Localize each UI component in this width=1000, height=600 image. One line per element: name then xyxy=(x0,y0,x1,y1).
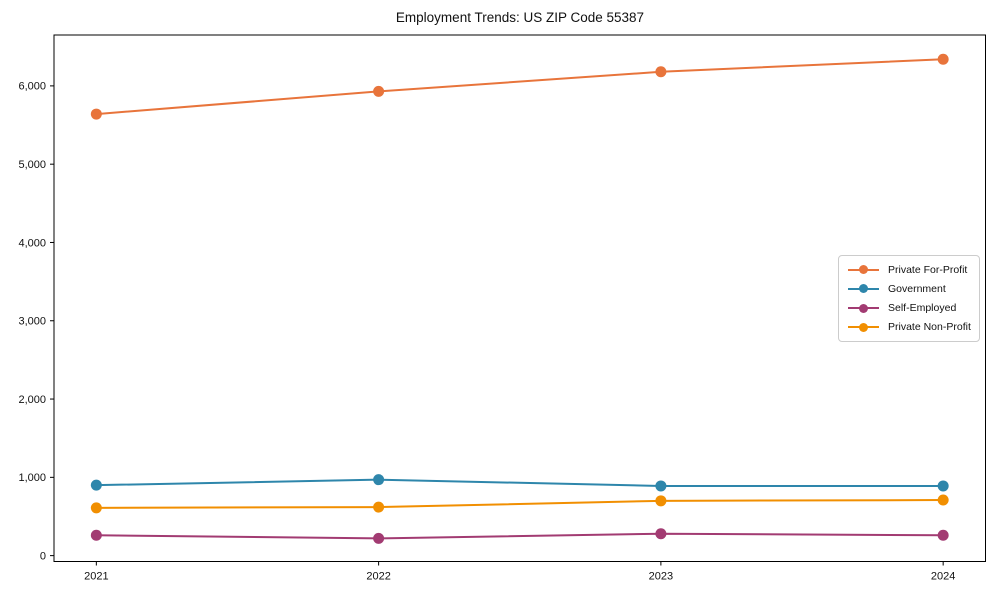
legend-line-marker-icon xyxy=(848,264,879,276)
chart-title: Employment Trends: US ZIP Code 55387 xyxy=(395,10,645,25)
legend-label: Self-Employed xyxy=(888,302,957,315)
legend-line-marker-icon xyxy=(848,321,879,333)
legend-item-private-non-profit: Private Non-Profit xyxy=(848,318,971,337)
svg-text:0: 0 xyxy=(40,550,46,562)
svg-text:5,000: 5,000 xyxy=(18,159,46,171)
svg-text:4,000: 4,000 xyxy=(18,237,46,249)
svg-text:2022: 2022 xyxy=(366,571,390,583)
legend-item-self-employed: Self-Employed xyxy=(848,299,970,318)
legend-label: Private Non-Profit xyxy=(888,321,971,334)
legend-label: Government xyxy=(888,282,946,295)
legend-item-government: Government xyxy=(848,279,970,298)
legend-label: Private For-Profit xyxy=(888,263,968,276)
legend-item-private-for-profit: Private For-Profit xyxy=(848,260,970,279)
svg-text:2,000: 2,000 xyxy=(18,394,46,406)
legend: Private For-Profit Government Self-Emplo… xyxy=(838,255,980,342)
svg-text:6,000: 6,000 xyxy=(18,81,46,93)
svg-text:2024: 2024 xyxy=(931,571,955,583)
svg-text:3,000: 3,000 xyxy=(18,316,46,328)
svg-text:2021: 2021 xyxy=(84,571,108,583)
legend-line-marker-icon xyxy=(848,302,879,314)
svg-text:1,000: 1,000 xyxy=(18,472,46,484)
legend-line-marker-icon xyxy=(848,283,879,295)
svg-text:2023: 2023 xyxy=(649,571,673,583)
